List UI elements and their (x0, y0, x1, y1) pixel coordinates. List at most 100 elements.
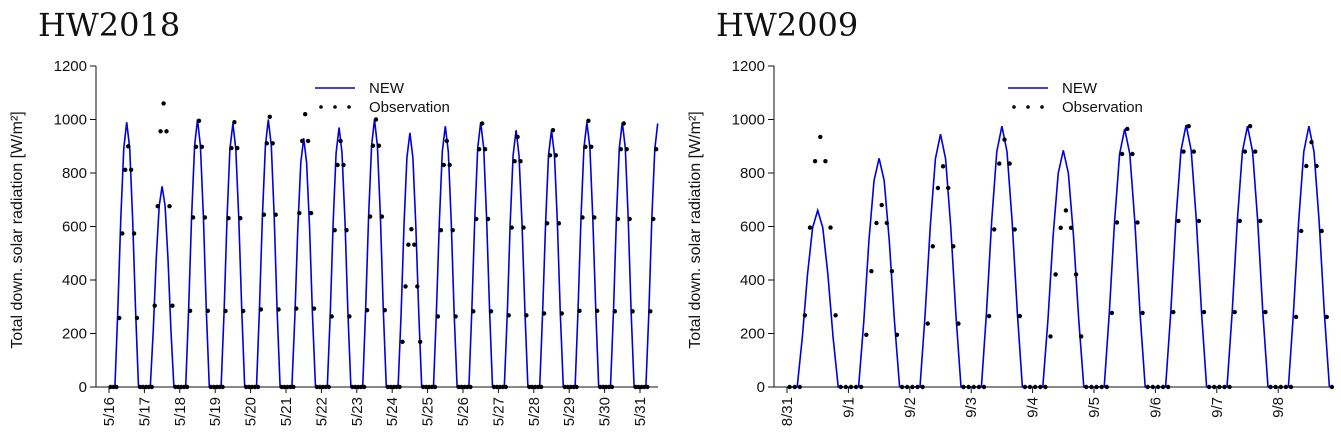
observation-point (971, 384, 976, 390)
observation-point (1114, 220, 1120, 225)
observation-point (1253, 149, 1258, 154)
y-tick-label: 1000 (732, 112, 765, 129)
x-tick-label: 5/27 (490, 397, 507, 426)
observation-point (940, 164, 946, 169)
observation-point (615, 216, 621, 222)
observation-point (1247, 124, 1253, 129)
observation-point (1222, 384, 1227, 390)
observation-point (539, 384, 544, 390)
observation-point (185, 384, 190, 390)
observation-point (874, 220, 879, 226)
observation-point (229, 145, 234, 151)
observation-point (223, 308, 228, 314)
legend-swatch-observation (1026, 105, 1030, 109)
x-tick-label: 5/28 (526, 397, 543, 426)
observation-point (114, 384, 119, 390)
observation-point (190, 215, 196, 220)
observation-point (583, 144, 588, 149)
observation-point (580, 215, 585, 220)
observation-point (193, 144, 199, 149)
observation-point (1329, 384, 1335, 390)
observation-point (853, 384, 859, 390)
observation-point (120, 231, 125, 236)
observation-point (818, 134, 823, 140)
observation-point (521, 225, 526, 230)
observation-point (833, 313, 838, 318)
observation-point (415, 284, 420, 289)
observation-point (544, 221, 550, 226)
y-tick-label: 400 (740, 272, 765, 289)
observation-point (992, 227, 997, 232)
y-tick-label: 200 (740, 326, 765, 343)
observation-point (1186, 124, 1191, 129)
observation-point (869, 269, 874, 274)
observation-point (232, 120, 237, 125)
x-tick-label: 5/22 (313, 397, 330, 426)
observation-point (624, 147, 629, 152)
chart-title-hw2018: HW2018 (38, 6, 181, 44)
observation-point (477, 147, 482, 152)
observation-point (956, 321, 961, 326)
observation-point (1263, 309, 1268, 315)
observation-point (1268, 384, 1273, 390)
legend-label-observation: Observation (369, 99, 450, 116)
observation-point (220, 384, 225, 390)
x-tick-label: 9/6 (1147, 397, 1164, 418)
observation-point (379, 214, 385, 219)
x-tick-label: 9/5 (1086, 397, 1103, 418)
observation-point (1191, 149, 1197, 154)
observation-point (1237, 218, 1243, 224)
observation-point (367, 214, 373, 219)
observation-point (1125, 126, 1130, 132)
observation-point (1217, 384, 1222, 390)
observation-point (1299, 228, 1304, 234)
observation-point (797, 384, 802, 390)
observation-point (1094, 384, 1099, 390)
observation-point (1145, 384, 1150, 390)
observation-point (997, 161, 1002, 166)
observation-point (823, 159, 828, 164)
legend-swatch-observation (1040, 105, 1044, 109)
observation-point (373, 117, 379, 122)
observation-point (1304, 163, 1309, 169)
observation-point (170, 303, 175, 308)
observation-point (344, 228, 349, 233)
observation-point (654, 147, 659, 152)
observation-point (400, 339, 405, 344)
y-axis-label-hw2018: Total down. solar radiation [W/m²] (9, 111, 26, 348)
observation-point (303, 112, 308, 117)
observation-point (335, 162, 340, 168)
x-tick-label: 9/4 (1025, 397, 1042, 418)
observation-point (976, 384, 982, 390)
observation-point (238, 216, 243, 221)
y-tick-label: 800 (740, 165, 765, 182)
x-tick-label: 9/7 (1209, 397, 1226, 418)
x-tick-label: 5/29 (561, 397, 578, 426)
observation-point (1027, 384, 1033, 390)
observation-point (164, 129, 169, 134)
observation-point (1017, 313, 1022, 319)
observation-point (291, 384, 296, 390)
observation-point (1206, 384, 1212, 390)
observation-point (155, 204, 160, 209)
observation-point (828, 225, 833, 230)
x-tick-label: 8/31 (779, 397, 796, 426)
x-tick-label: 9/8 (1270, 397, 1287, 418)
observation-point (447, 162, 452, 168)
observation-point (1109, 310, 1115, 316)
observation-point (1043, 384, 1048, 390)
observation-point (382, 308, 387, 313)
chart-hw2009: 0 200 400 600 800 1000 1200 8/31 9/1 9/2 9/3 9/4 9/5… (732, 58, 1335, 426)
observation-point (480, 121, 485, 126)
observation-point (308, 210, 314, 216)
observation-point (187, 308, 193, 313)
observation-point (300, 138, 305, 144)
y-tick-label: 400 (62, 272, 87, 289)
observation-point (559, 311, 564, 316)
x-tick-label: 9/2 (902, 397, 919, 418)
observation-point (311, 306, 317, 311)
observation-point (264, 141, 269, 146)
observation-point (397, 384, 402, 390)
x-tick-label: 5/21 (278, 397, 295, 426)
